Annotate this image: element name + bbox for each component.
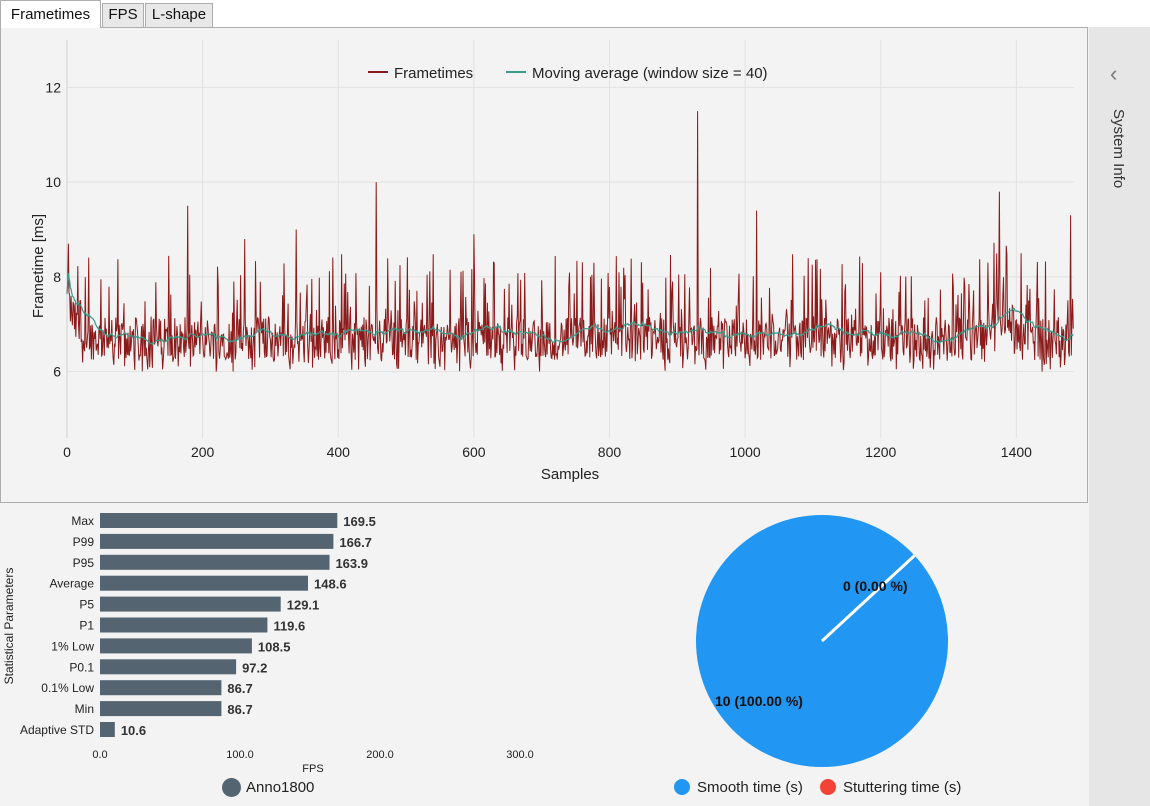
bar-category-label: 1% Low (51, 639, 94, 653)
bar (100, 575, 308, 591)
statistics-bar-chart: Max 169.5 P99 166.7 P95 163.9 Average 148.6 P5 12… (2, 513, 534, 775)
legend-label-smooth: Smooth time (s) (697, 779, 803, 796)
y-tick-label: 8 (53, 269, 61, 285)
bar-value-label: 119.6 (273, 619, 305, 634)
bar (100, 513, 338, 528)
bar-category-label: Average (50, 577, 95, 591)
series-moving-average-line (66, 272, 1074, 346)
x-tick-label: 400 (327, 444, 351, 460)
bar-x-tick-label: 0.0 (92, 749, 107, 761)
legend-label-anno1800: Anno1800 (246, 779, 315, 796)
x-tick-label: 1200 (865, 444, 896, 460)
series-frametimes-line (66, 111, 1074, 372)
y-tick-label: 12 (45, 79, 61, 95)
tab-bar: Frametimes FPS L-shape (0, 0, 1150, 28)
bar (100, 596, 281, 612)
bar-x-axis-title: FPS (302, 763, 323, 775)
bar-category-label: P0.1 (69, 660, 94, 674)
bar-y-axis-title: Statistical Parameters (2, 568, 16, 685)
tab-fps[interactable]: FPS (102, 3, 144, 27)
bar-value-label: 108.5 (258, 639, 291, 654)
bar (100, 722, 115, 737)
legend-swatch-anno1800 (222, 778, 241, 797)
x-tick-label: 0 (63, 444, 71, 460)
tab-frametimes[interactable]: Frametimes (0, 0, 101, 28)
pie-label-smooth: 10 (100.00 %) (715, 693, 803, 709)
chevron-left-icon[interactable]: ‹ (1110, 61, 1118, 86)
bar (100, 617, 268, 633)
legend-label-moving-average: Moving average (window size = 40) (532, 65, 768, 82)
bar (100, 701, 222, 717)
bar (100, 554, 330, 570)
x-axis-title: Samples (541, 466, 599, 483)
bar-category-label: Max (71, 514, 94, 528)
bar-category-label: 0.1% Low (41, 681, 94, 695)
bar-category-label: Min (75, 702, 94, 716)
bar-x-tick-label: 100.0 (226, 749, 254, 761)
bar-category-label: P1 (79, 619, 94, 633)
x-tick-label: 800 (598, 444, 622, 460)
system-info-panel[interactable]: ‹ System Info (1089, 27, 1150, 806)
system-info-label: System Info (1110, 109, 1127, 189)
bar-x-tick-label: 200.0 (366, 749, 394, 761)
bar-category-label: P99 (73, 535, 95, 549)
y-tick-label: 10 (45, 174, 61, 190)
bar-value-label: 86.7 (227, 702, 252, 717)
x-tick-label: 1400 (1001, 444, 1032, 460)
bar (100, 680, 222, 696)
tab-l-shape[interactable]: L-shape (145, 3, 213, 27)
y-axis-title: Frametime [ms] (30, 214, 47, 318)
x-tick-label: 200 (191, 444, 215, 460)
bar-category-label: P5 (79, 598, 94, 612)
bar (100, 659, 237, 675)
bar-value-label: 166.7 (339, 535, 372, 550)
bar-category-label: P95 (73, 556, 95, 570)
legend-swatch-stuttering (820, 779, 836, 795)
bar-value-label: 10.6 (121, 723, 146, 738)
bar-value-label: 169.5 (343, 514, 376, 529)
frametimes-chart: 0 200 400 600 800 1000 1200 1400 6 8 10 12 Frametim… (30, 40, 1074, 483)
pie-slice-stuttering (820, 554, 916, 643)
bar-value-label: 86.7 (227, 681, 252, 696)
bar-category-label: Adaptive STD (20, 723, 94, 737)
x-tick-label: 1000 (730, 444, 761, 460)
bar-value-label: 129.1 (287, 598, 320, 613)
bar-value-label: 163.9 (335, 556, 368, 571)
legend-label-frametimes: Frametimes (394, 65, 473, 82)
bar-value-label: 97.2 (242, 660, 267, 675)
plot-area (67, 40, 1074, 438)
legend-label-stuttering: Stuttering time (s) (843, 779, 962, 796)
chart-legend: Frametimes Moving average (window size =… (368, 65, 768, 82)
bar (100, 533, 334, 549)
y-tick-label: 6 (53, 364, 61, 380)
bar (100, 638, 252, 654)
frametimes-chart-panel: 0 200 400 600 800 1000 1200 1400 6 8 10 12 Frametim… (0, 27, 1088, 503)
axes: 0 200 400 600 800 1000 1200 1400 6 8 10 12 (45, 40, 1032, 460)
pie-label-stuttering: 0 (0.00 %) (843, 578, 908, 594)
bar-value-label: 148.6 (314, 577, 347, 592)
stutter-pie-chart: 0 (0.00 %) 10 (100.00 %) (696, 515, 948, 767)
grid (66, 40, 1074, 438)
x-tick-label: 600 (462, 444, 486, 460)
bar-x-tick-label: 300.0 (506, 749, 534, 761)
legend-swatch-smooth (674, 779, 690, 795)
